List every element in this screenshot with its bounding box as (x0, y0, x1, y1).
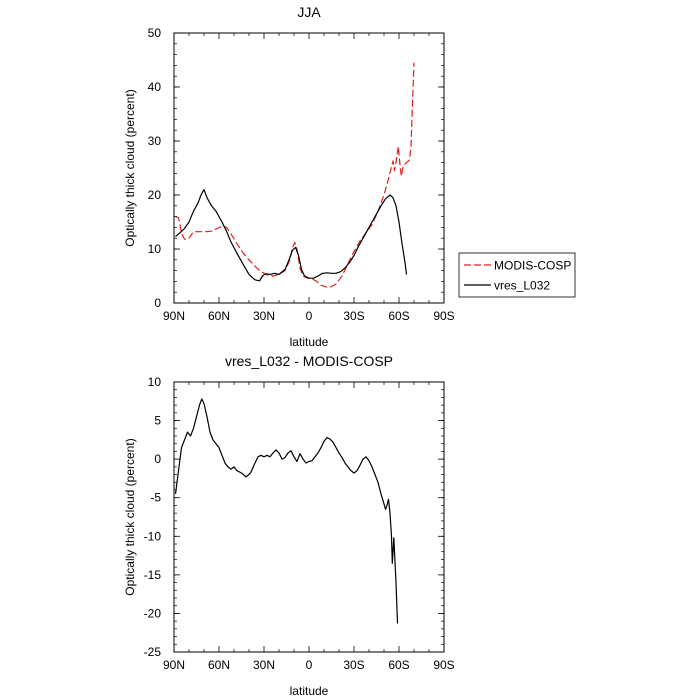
bottom-xtick-label: 30N (253, 658, 275, 672)
bottom-ytick-label: -5 (150, 491, 161, 505)
bottom-ytick-label: -15 (144, 568, 162, 582)
top-xtick-label: 90N (163, 309, 185, 323)
bottom-ytick-label: 0 (154, 452, 161, 466)
legend: MODIS-COSP vres_L032 (458, 252, 576, 298)
bottom-xtick-label: 60S (388, 658, 409, 672)
chart-top-ylabel: Optically thick cloud (percent) (123, 89, 137, 246)
bottom-xtick-label: 90S (433, 658, 454, 672)
chart-top-xticks: 90N 60N 30N 0 30S 60S 90S (163, 33, 455, 323)
chart-top-xlabel: latitude (290, 335, 329, 349)
chart-bottom-xticks: 90N 60N 30N 0 30S 60S 90S (163, 382, 455, 672)
legend-label-vres-l032: vres_L032 (494, 279, 550, 293)
top-xtick-label: 30N (253, 309, 275, 323)
top-ytick-label: 10 (148, 242, 162, 256)
bottom-xtick-label: 60N (208, 658, 230, 672)
bottom-ytick-label: 5 (154, 414, 161, 428)
bottom-series-vres-l032-modis-cosp-line (174, 398, 399, 624)
top-ytick-label: 50 (148, 26, 162, 40)
chart-top-title: JJA (297, 4, 321, 20)
bottom-ytick-label: 10 (148, 375, 162, 389)
top-xtick-label: 60N (208, 309, 230, 323)
chart-top: JJA Optically thick cloud (percent) lati… (123, 4, 576, 349)
chart-bottom-series-layer (174, 398, 399, 624)
top-xtick-label: 0 (306, 309, 313, 323)
top-ytick-label: 40 (148, 80, 162, 94)
chart-bottom-plot-frame (173, 381, 445, 653)
legend-box (458, 252, 576, 298)
top-ytick-label: 0 (154, 296, 161, 310)
bottom-ytick-label: -25 (144, 645, 162, 659)
chart-top-series-layer (175, 62, 415, 288)
top-xtick-label: 30S (343, 309, 364, 323)
top-series-vres-l032-line (175, 189, 408, 282)
legend-label-modis-cosp: MODIS-COSP (494, 259, 571, 273)
chart-bottom: vres_L032 - MODIS-COSP Optically thick c… (123, 353, 455, 698)
chart-bottom-yticks: -25 -20 -15 -10 -5 0 5 10 (144, 375, 444, 659)
chart-bottom-ylabel: Optically thick cloud (percent) (123, 438, 137, 595)
chart-bottom-title: vres_L032 - MODIS-COSP (225, 353, 393, 369)
top-ytick-label: 30 (148, 134, 162, 148)
top-ytick-label: 20 (148, 188, 162, 202)
bottom-xtick-label: 0 (306, 658, 313, 672)
top-xtick-label: 60S (388, 309, 409, 323)
chart-bottom-xlabel: latitude (290, 684, 329, 698)
top-xtick-label: 90S (433, 309, 454, 323)
top-series-modis-cosp-line (175, 62, 415, 288)
bottom-xtick-label: 30S (343, 658, 364, 672)
bottom-ytick-label: -20 (144, 606, 162, 620)
bottom-ytick-label: -10 (144, 529, 162, 543)
bottom-xtick-label: 90N (163, 658, 185, 672)
chart-top-yticks: 0 10 20 30 40 50 (148, 26, 444, 310)
